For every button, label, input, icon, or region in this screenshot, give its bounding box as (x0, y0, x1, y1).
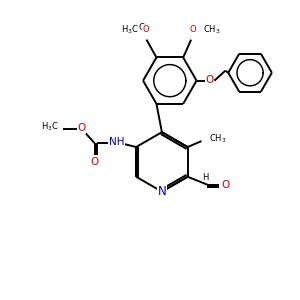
Text: O: O (190, 25, 196, 34)
Text: N: N (158, 185, 166, 198)
Text: H$_3$C: H$_3$C (41, 121, 59, 134)
Text: H: H (202, 173, 208, 182)
Text: O: O (205, 75, 214, 85)
Text: O: O (90, 157, 99, 167)
Text: O: O (221, 180, 230, 190)
Text: C: C (139, 23, 145, 32)
Text: 3: 3 (135, 23, 139, 28)
Text: H: H (128, 23, 134, 32)
Text: H$_3$C: H$_3$C (121, 23, 139, 36)
Text: O: O (77, 123, 86, 133)
Text: NH: NH (109, 137, 124, 147)
Text: CH$_3$: CH$_3$ (209, 133, 227, 146)
Text: O: O (142, 25, 149, 34)
Text: CH$_3$: CH$_3$ (203, 23, 220, 36)
